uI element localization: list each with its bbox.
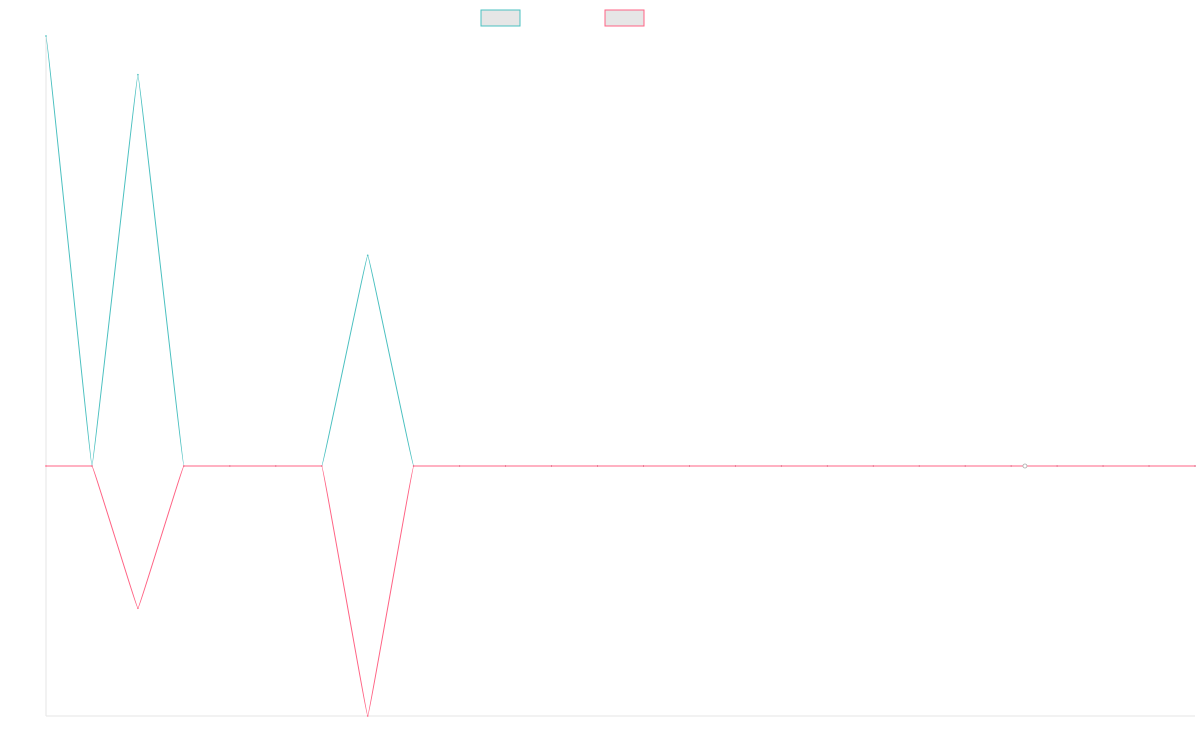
data-point: [45, 35, 47, 37]
data-point: [1056, 465, 1058, 467]
data-point: [458, 465, 461, 467]
data-point: [137, 73, 139, 76]
data-point: [320, 465, 323, 467]
data-point: [45, 465, 47, 467]
data-point: [596, 465, 599, 467]
data-point: [918, 465, 921, 467]
data-point: [550, 465, 553, 467]
data-point: [137, 607, 139, 610]
data-point: [642, 465, 645, 467]
legend-swatch: [480, 9, 521, 27]
legend-swatch: [604, 9, 645, 27]
data-point: [412, 465, 415, 467]
data-point: [91, 465, 93, 467]
data-point: [688, 465, 691, 467]
data-point: [872, 465, 875, 467]
series-line-2: [46, 465, 1195, 717]
legend-item[interactable]: [604, 9, 645, 27]
data-point: [1102, 465, 1104, 467]
legend-item[interactable]: [480, 9, 521, 27]
data-point: [1148, 465, 1150, 467]
series-line-1: [45, 35, 1195, 467]
data-point: [366, 715, 369, 717]
data-point: [183, 465, 185, 467]
data-point: [1010, 465, 1013, 467]
data-point: [1194, 465, 1196, 467]
data-point: [734, 465, 737, 467]
data-point: [274, 465, 277, 467]
data-point: [504, 465, 507, 467]
data-point: [826, 465, 829, 467]
data-point: [964, 465, 967, 467]
data-point: [780, 465, 783, 467]
hover-marker: [1022, 463, 1028, 469]
data-point: [366, 254, 369, 257]
data-point: [228, 465, 231, 467]
